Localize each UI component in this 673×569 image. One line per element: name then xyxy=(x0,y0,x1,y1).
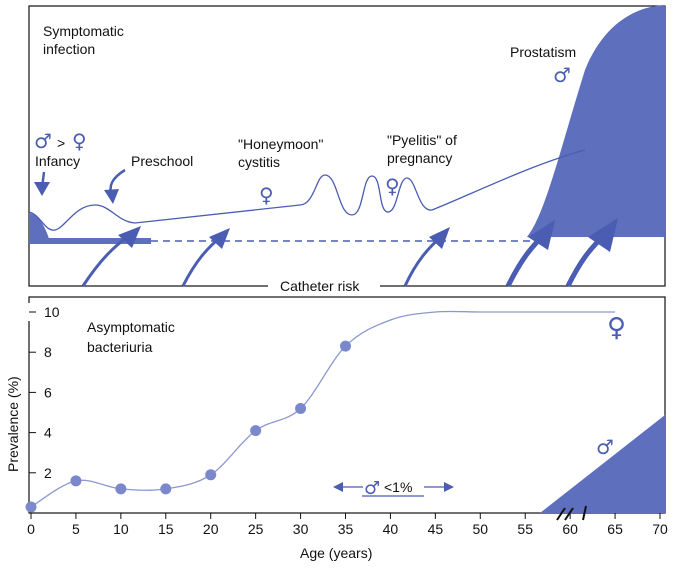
pyelitis-line2: pregnancy xyxy=(387,150,452,166)
top-title-line2: infection xyxy=(43,41,95,57)
y-tick-label-2: 2 xyxy=(44,465,52,481)
x-tick-label-50: 50 xyxy=(472,521,488,537)
catheter-label: Catheter risk xyxy=(280,278,360,294)
x-tick-label-55: 55 xyxy=(517,521,533,537)
y-axis-label: Prevalence (%) xyxy=(5,376,21,472)
x-tick-label-45: 45 xyxy=(428,521,444,537)
data-point-age-25 xyxy=(250,425,262,437)
bottom-male-symbol: ♂ xyxy=(596,435,614,459)
x-axis-ticks: 0 5 10 15 20 25 30 35 40 45 50 55 60 65 70 xyxy=(27,513,668,537)
top-title-line1: Symptomatic xyxy=(43,23,124,39)
bottom-title-line2: bacteriuria xyxy=(87,339,153,355)
right-arrow-icon xyxy=(444,482,454,492)
catheter-label-bg xyxy=(268,276,380,296)
bottom-panel-frame xyxy=(28,296,666,514)
y-tick-label-8: 8 xyxy=(44,344,52,360)
catheter-baseline xyxy=(29,238,151,244)
catheter-arrow-1 xyxy=(81,226,141,287)
catheter-arrow-2 xyxy=(181,228,230,287)
x-tick-label-20: 20 xyxy=(203,521,219,537)
prostatism-label: Prostatism xyxy=(510,44,576,60)
top-panel: Symptomatic infection ♂ > ♀ Infancy Pres… xyxy=(28,5,666,296)
data-point-age-0 xyxy=(25,501,37,513)
catheter-arrow-4 xyxy=(505,220,555,288)
x-tick-label-60: 60 xyxy=(562,521,578,537)
honeymoon-line1: "Honeymoon" xyxy=(238,136,323,152)
x-tick-label-25: 25 xyxy=(248,521,264,537)
prostatism-area xyxy=(527,5,665,237)
preschool-label: Preschool xyxy=(131,153,193,169)
x-tick-label-10: 10 xyxy=(113,521,129,537)
female-prevalence-points xyxy=(25,340,351,513)
bottom-title-line1: Asymptomatic xyxy=(87,319,175,335)
x-tick-label-35: 35 xyxy=(338,521,354,537)
y-tick-label-6: 6 xyxy=(44,384,52,400)
x-tick-label-40: 40 xyxy=(383,521,399,537)
infancy-female-symbol: ♀ xyxy=(72,129,87,153)
x-tick-label-65: 65 xyxy=(607,521,623,537)
data-point-age-30 xyxy=(295,402,307,414)
x-axis-break xyxy=(556,505,587,521)
infancy-label: Infancy xyxy=(35,153,80,169)
male-rate-symbol: ♂ xyxy=(364,478,380,499)
male-rate-annotation xyxy=(333,482,454,497)
x-tick-label-70: 70 xyxy=(652,521,668,537)
bottom-panel: 2 4 6 8 10 0 5 10 15 20 25 30 35 40 45 50 55 60 65 70 Asym… xyxy=(5,296,668,561)
bottom-female-symbol: ♀ xyxy=(607,313,626,343)
y-tick-label-10: 10 xyxy=(44,304,60,320)
y-axis-ticks: 2 4 6 8 10 xyxy=(29,304,60,481)
infancy-area xyxy=(29,213,50,242)
catheter-arrow-5 xyxy=(565,218,618,288)
female-prevalence-curve xyxy=(30,310,616,508)
data-point-age-35 xyxy=(340,340,351,352)
honeymoon-female-symbol: ♀ xyxy=(259,183,274,207)
pyelitis-female-symbol: ♀ xyxy=(385,174,400,198)
data-point-age-20 xyxy=(205,469,217,481)
infancy-male-symbol: ♂ xyxy=(34,129,52,153)
catheter-arrow-3 xyxy=(403,227,450,287)
data-point-age-15 xyxy=(160,483,172,495)
x-tick-label-0: 0 xyxy=(27,521,35,537)
left-arrow-icon xyxy=(333,482,343,492)
x-tick-label-15: 15 xyxy=(158,521,174,537)
honeymoon-line2: cystitis xyxy=(238,154,280,170)
data-point-age-10 xyxy=(115,483,127,495)
infancy-ratio-sign: > xyxy=(57,135,65,151)
y-top-label-gap xyxy=(27,303,67,321)
preschool-arrow xyxy=(104,168,126,204)
infancy-arrow xyxy=(34,171,50,196)
data-point-age-5 xyxy=(70,475,82,487)
male-prevalence-area xyxy=(540,415,665,513)
x-tick-label-5: 5 xyxy=(72,521,80,537)
x-tick-label-30: 30 xyxy=(293,521,309,537)
y-tick-label-4: 4 xyxy=(44,425,52,441)
pyelitis-line1: "Pyelitis" of xyxy=(387,132,457,148)
x-axis-label: Age (years) xyxy=(300,545,372,561)
prostatism-male-symbol: ♂ xyxy=(553,63,571,87)
symptomatic-curve xyxy=(28,149,586,231)
male-rate-label: <1% xyxy=(384,479,412,495)
